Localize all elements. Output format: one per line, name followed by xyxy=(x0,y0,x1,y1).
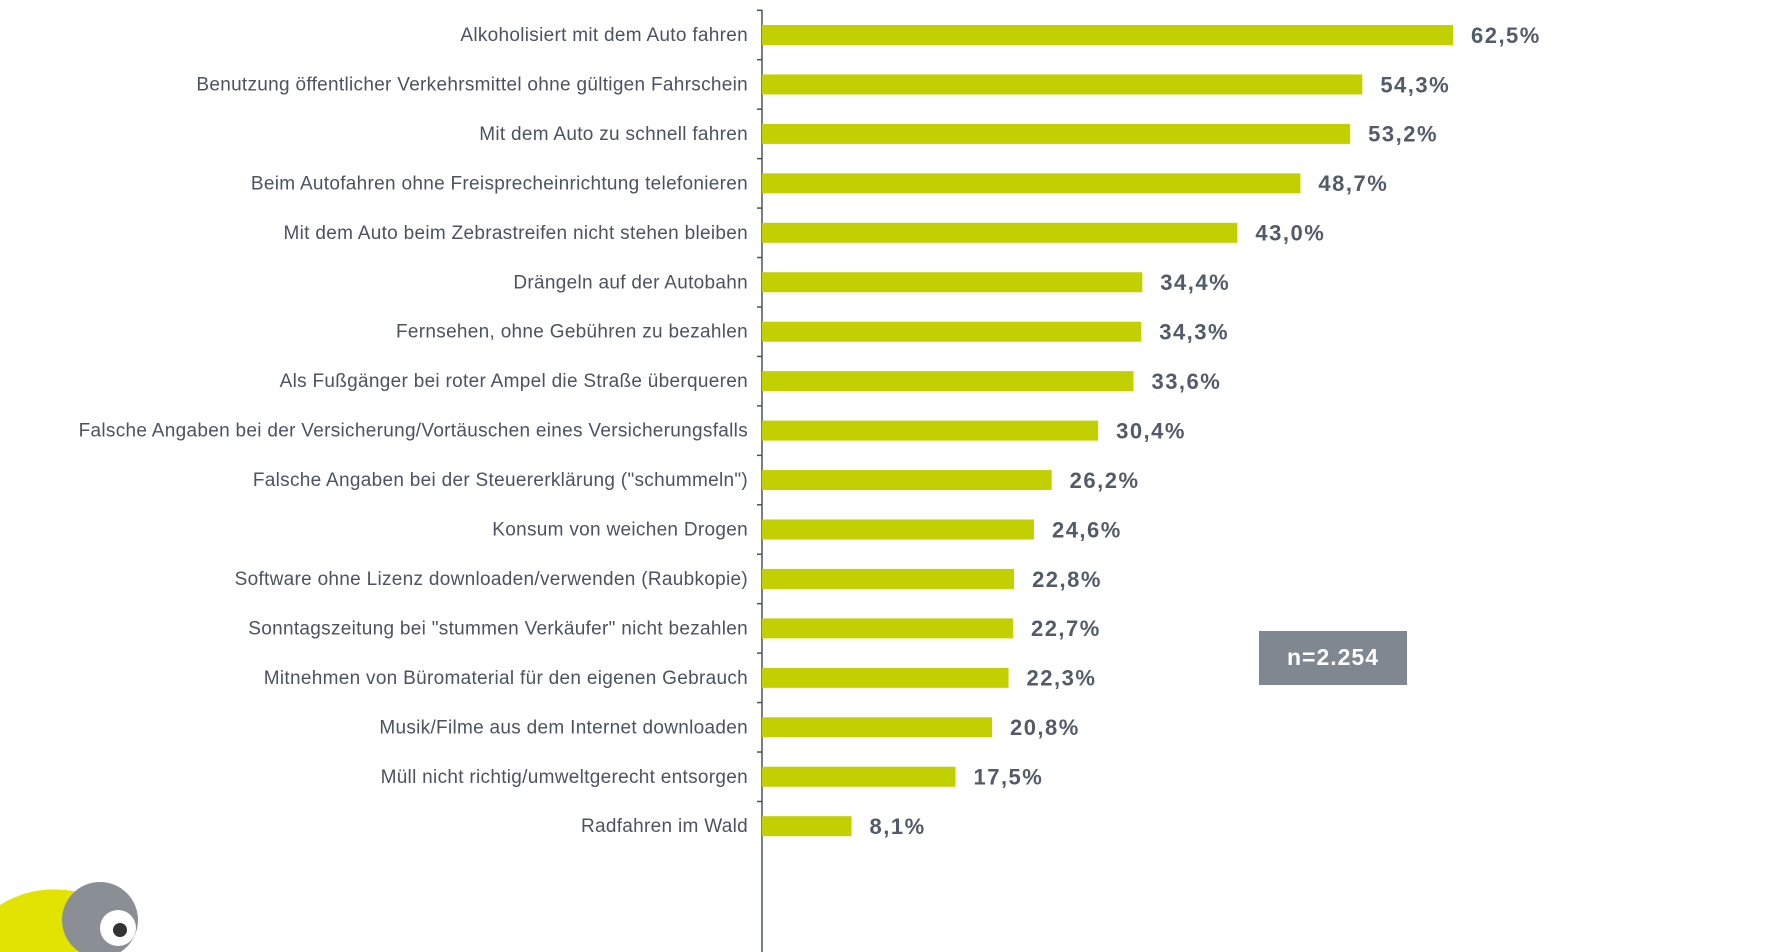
value-label: 34,3% xyxy=(1159,320,1229,345)
bar xyxy=(762,667,1009,688)
value-label: 20,8% xyxy=(1010,715,1080,740)
category-label: Konsum von weichen Drogen xyxy=(492,520,748,541)
value-label: 34,4% xyxy=(1160,270,1230,295)
category-label: Drängeln auf der Autobahn xyxy=(513,272,748,293)
category-label: Falsche Angaben bei der Steuererklärung … xyxy=(253,470,748,491)
bar xyxy=(762,25,1453,45)
bar xyxy=(762,272,1143,293)
note: n=2.254 xyxy=(1287,644,1379,670)
bar xyxy=(762,816,852,837)
category-label: Falsche Angaben bei der Versicherung/Vor… xyxy=(79,421,748,442)
bar xyxy=(762,74,1363,95)
note-box xyxy=(1259,631,1407,685)
category-label: Als Fußgänger bei roter Ampel die Straße… xyxy=(280,371,748,392)
bar xyxy=(762,222,1238,243)
category-label: Musik/Filme aus dem Internet downloaden xyxy=(379,717,748,738)
value-label: 22,3% xyxy=(1027,666,1097,691)
logo xyxy=(0,882,138,952)
category-label: Beim Autofahren ohne Freisprecheinrichtu… xyxy=(251,173,748,194)
value-label: 8,1% xyxy=(870,814,926,839)
category-label: Benutzung öffentlicher Verkehrsmittel oh… xyxy=(196,74,748,95)
value-label: 62,5% xyxy=(1471,23,1541,48)
value-label: 54,3% xyxy=(1380,72,1450,97)
category-label: Mit dem Auto zu schnell fahren xyxy=(479,124,748,145)
value-label: 30,4% xyxy=(1116,418,1186,443)
bar xyxy=(762,123,1351,144)
category-label: Fernsehen, ohne Gebühren zu bezahlen xyxy=(396,322,748,343)
bar xyxy=(762,568,1015,589)
value-label: 22,8% xyxy=(1032,567,1102,592)
value-label: 48,7% xyxy=(1318,171,1388,196)
value-label: 43,0% xyxy=(1255,221,1325,246)
category-label: Sonntagszeitung bei "stummen Verkäufer" … xyxy=(248,618,748,639)
bar xyxy=(762,321,1142,342)
category-label: Mitnehmen von Büromaterial für den eigen… xyxy=(264,668,748,689)
value-label: 53,2% xyxy=(1368,122,1438,147)
category-label: Radfahren im Wald xyxy=(581,816,748,837)
bar xyxy=(762,470,1052,491)
category-label: Müll nicht richtig/umweltgerecht entsorg… xyxy=(381,767,748,788)
value-label: 26,2% xyxy=(1070,468,1140,493)
bar xyxy=(762,766,956,787)
bar xyxy=(762,371,1134,392)
value-label: 17,5% xyxy=(973,765,1043,790)
bar xyxy=(762,519,1034,540)
bar xyxy=(762,717,992,738)
value-label: 33,6% xyxy=(1151,369,1221,394)
bar xyxy=(762,173,1301,194)
bar xyxy=(762,420,1099,441)
category-label: Mit dem Auto beim Zebrastreifen nicht st… xyxy=(284,223,748,244)
bar xyxy=(762,618,1013,639)
category-label: Alkoholisiert mit dem Auto fahren xyxy=(460,25,748,46)
value-label: 22,7% xyxy=(1031,616,1101,641)
category-label: Software ohne Lizenz downloaden/verwende… xyxy=(235,569,748,590)
value-label: 24,6% xyxy=(1052,517,1122,542)
